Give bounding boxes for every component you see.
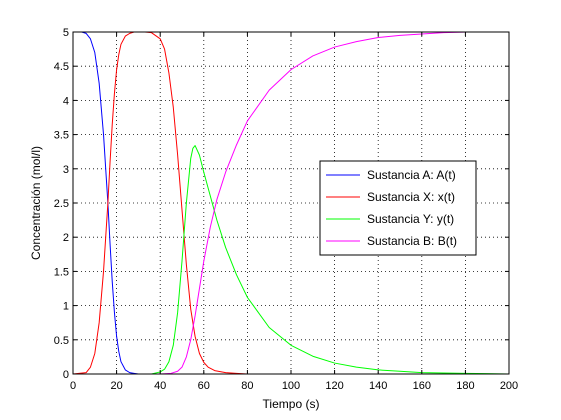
series-line-2 — [73, 32, 466, 374]
y-tick-label: 1 — [63, 301, 69, 313]
legend: Sustancia A: A(t) Sustancia X: x(t) Sustan… — [319, 160, 477, 256]
legend-label: Sustancia X: x(t) — [367, 190, 455, 204]
series-line-3 — [73, 145, 509, 374]
y-tick-label: 4 — [63, 95, 69, 107]
x-tick-label: 80 — [241, 380, 253, 392]
x-tick-label: 120 — [325, 380, 343, 392]
x-tick-label: 20 — [110, 380, 122, 392]
x-tick-label: 160 — [413, 380, 431, 392]
grid — [73, 32, 509, 374]
y-tick-label: 4.5 — [54, 61, 69, 73]
series-layer — [73, 32, 509, 374]
legend-box — [319, 160, 477, 256]
x-tick-label: 40 — [154, 380, 166, 392]
y-tick-label: 2.5 — [54, 198, 69, 210]
legend-label: Sustancia Y: y(t) — [367, 212, 454, 226]
series-line-1 — [73, 32, 466, 374]
y-tick-label: 3 — [63, 164, 69, 176]
x-axis-title: Tiempo (s) — [263, 397, 320, 411]
ticks — [72, 31, 510, 375]
x-tick-label: 180 — [456, 380, 474, 392]
y-tick-label: 0.5 — [54, 335, 69, 347]
y-tick-label: 5 — [63, 27, 69, 39]
y-tick-labels: 0 0.5 1 1.5 2 2.5 3 3.5 4 4.5 5 — [54, 27, 69, 381]
x-tick-label: 200 — [500, 380, 518, 392]
x-tick-label: 100 — [282, 380, 300, 392]
x-tick-label: 0 — [70, 380, 76, 392]
x-tick-labels: 0 20 40 60 80 100 120 140 160 180 200 — [70, 380, 518, 392]
y-tick-label: 1.5 — [54, 266, 69, 278]
series-line-4 — [73, 32, 468, 374]
y-axis-title: Concentración (mol/l) — [29, 146, 43, 260]
y-tick-label: 2 — [63, 232, 69, 244]
x-tick-label: 140 — [369, 380, 387, 392]
y-tick-label: 0 — [63, 369, 69, 381]
legend-label: Sustancia B: B(t) — [367, 234, 457, 248]
x-tick-label: 60 — [198, 380, 210, 392]
legend-label: Sustancia A: A(t) — [367, 168, 456, 182]
y-tick-label: 3.5 — [54, 130, 69, 142]
